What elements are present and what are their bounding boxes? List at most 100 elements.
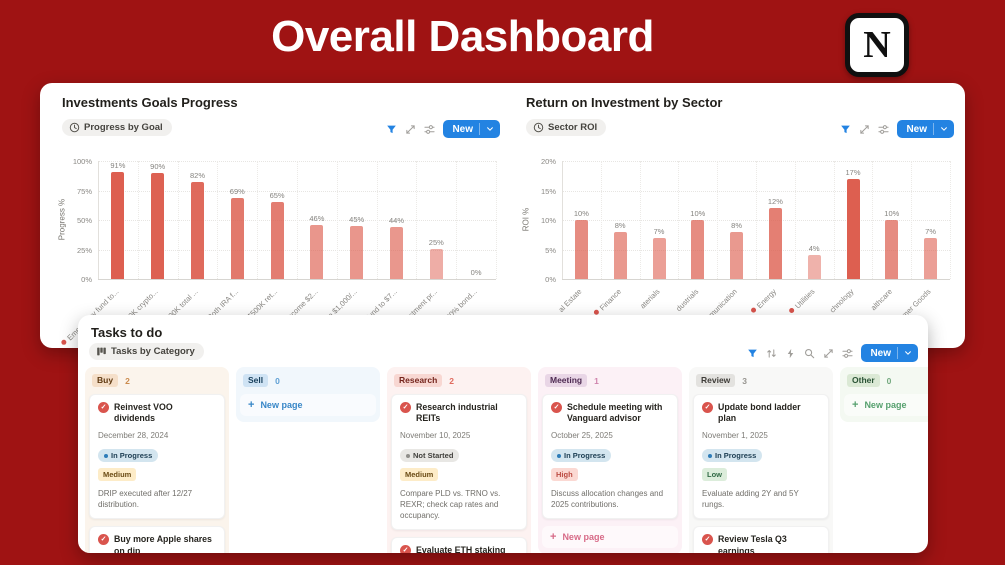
bar[interactable]	[885, 220, 899, 279]
card-title-row: ✓ Schedule meeting with Vanguard advisor	[551, 402, 669, 425]
chart-toolbar: New	[386, 120, 500, 138]
check-circle-icon: ✓	[98, 534, 109, 546]
bar[interactable]	[350, 226, 364, 279]
new-page-label: New page	[260, 400, 303, 410]
bar[interactable]	[730, 232, 744, 279]
view-tab-sector-roi[interactable]: Sector ROI	[526, 119, 607, 136]
new-page-button[interactable]: + New page	[542, 526, 678, 549]
bar[interactable]	[574, 220, 588, 279]
bar[interactable]	[429, 249, 443, 279]
bar-value-label: 44%	[388, 216, 404, 225]
y-axis-tick: 0%	[545, 275, 556, 284]
bar[interactable]	[151, 173, 165, 279]
filter-icon[interactable]	[840, 124, 851, 135]
task-card[interactable]: ✓ Update bond ladder plan November 1, 2025…	[693, 394, 829, 520]
column-count: 2	[449, 375, 455, 386]
expand-icon[interactable]	[405, 124, 416, 135]
new-page-button[interactable]: + New page	[844, 394, 928, 416]
expand-icon[interactable]	[859, 124, 870, 135]
red-dot-icon	[788, 306, 796, 314]
filter-icon[interactable]	[386, 124, 397, 135]
gridline-vertical	[911, 161, 913, 279]
task-card[interactable]: ✓Buy more Apple shares on dipNovember 5,…	[89, 526, 225, 553]
status-badge: Not Started	[400, 449, 460, 463]
column-name-chip: Buy	[92, 374, 119, 387]
status-badge: In Progress	[702, 449, 763, 463]
card-title: Evaluate ETH staking options	[416, 545, 506, 553]
bar-chart-plot: 100%75%50%25%0%91%Emergency fund to...90…	[58, 157, 497, 346]
bar[interactable]	[191, 182, 204, 279]
task-card[interactable]: ✓Review Tesla Q3 earningsOctober 28, 202…	[693, 526, 829, 553]
x-axis-label: althcare	[868, 287, 895, 313]
y-axis-tick: 100%	[72, 157, 92, 166]
task-card[interactable]: ✓ Research industrial REITs November 10, 2…	[391, 394, 527, 531]
gridline-vertical	[794, 161, 796, 279]
check-circle-icon: ✓	[702, 534, 713, 546]
priority-badge: Medium	[400, 467, 439, 481]
bar-value-label: 10%	[690, 209, 706, 218]
bar[interactable]	[613, 232, 627, 279]
task-card[interactable]: ✓ Reinvest VOO dividends December 28, 2024…	[89, 394, 225, 520]
task-card[interactable]: ✓ Schedule meeting with Vanguard advisor O…	[542, 394, 678, 520]
expand-icon[interactable]	[823, 348, 834, 359]
bar[interactable]	[310, 225, 324, 279]
tasks-title: Tasks to do	[91, 325, 163, 340]
card-title-row: ✓ Research industrial REITs	[400, 402, 518, 425]
bar[interactable]	[230, 198, 244, 279]
column-header: Other 0	[844, 372, 928, 394]
plus-icon: +	[550, 530, 557, 543]
y-axis-tick: 75%	[76, 186, 92, 196]
new-button-label: New	[452, 123, 473, 135]
x-axis-label: Energy	[749, 287, 778, 316]
sort-icon[interactable]	[766, 348, 777, 359]
button-divider	[897, 347, 898, 359]
bar[interactable]	[691, 220, 705, 279]
tasks-panel: Tasks to do Tasks by Category New Buy 2 ✓ R…	[78, 315, 928, 553]
card-title: Update bond ladder plan	[718, 402, 801, 424]
search-icon[interactable]	[804, 348, 815, 359]
new-button[interactable]: New	[897, 120, 954, 138]
bar[interactable]	[111, 172, 125, 279]
plus-icon: +	[852, 398, 859, 411]
bar-value-label: 7%	[925, 227, 937, 236]
task-card[interactable]: ✓Evaluate ETH staking optionsNovember 8,…	[391, 537, 527, 553]
bar[interactable]	[270, 202, 284, 279]
red-dot-icon	[749, 306, 757, 314]
view-tab-progress-by-goal[interactable]: Progress by Goal	[62, 119, 172, 136]
y-axis-title: ROI %	[521, 207, 531, 232]
gridline-vertical	[416, 161, 418, 279]
charts-panel: Investments Goals Progress Progress by G…	[40, 83, 965, 348]
kanban-column-review: Review 3 ✓ Update bond ladder plan November …	[689, 367, 833, 553]
new-page-button[interactable]: + New page	[240, 394, 376, 416]
bar[interactable]	[846, 179, 860, 279]
settings-sliders-icon[interactable]	[424, 124, 436, 135]
column-name-chip: Research	[394, 374, 443, 387]
y-axis-line	[98, 161, 99, 279]
bar[interactable]	[807, 255, 821, 279]
column-count: 2	[125, 375, 130, 386]
bar-value-label: 69%	[229, 187, 245, 196]
view-tab-tasks-by-category[interactable]: Tasks by Category	[89, 343, 204, 360]
bar[interactable]	[390, 227, 403, 279]
bar[interactable]	[924, 238, 938, 279]
settings-sliders-icon[interactable]	[842, 348, 854, 359]
filter-icon[interactable]	[747, 348, 758, 359]
new-button[interactable]: New	[861, 344, 918, 362]
bar-value-label: 65%	[269, 191, 285, 200]
status-dot	[406, 453, 410, 458]
x-axis-label: Finance	[592, 287, 623, 318]
bar-value-label: 0%	[470, 268, 482, 277]
bar[interactable]	[652, 238, 666, 279]
gridline-vertical	[496, 161, 497, 279]
y-axis-tick: 0%	[81, 275, 92, 284]
new-button[interactable]: New	[443, 120, 500, 138]
chart-roi-by-sector: Return on Investment by Sector Sector RO…	[518, 93, 956, 343]
settings-sliders-icon[interactable]	[878, 124, 890, 135]
y-axis-tick: 15%	[540, 186, 556, 196]
zap-icon[interactable]	[785, 348, 796, 359]
bar-value-label: 7%	[653, 227, 665, 236]
bar[interactable]	[768, 208, 782, 279]
x-axis-label: al Estate	[556, 287, 584, 315]
new-button-label: New	[870, 347, 891, 359]
gridline-vertical	[678, 161, 680, 279]
